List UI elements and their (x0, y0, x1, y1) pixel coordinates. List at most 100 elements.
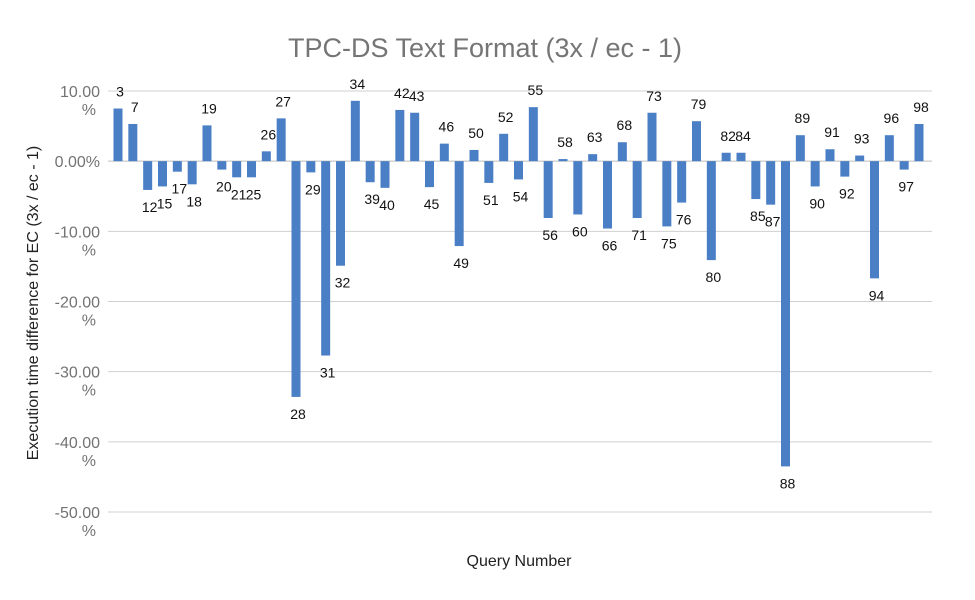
data-label: 98 (913, 99, 929, 115)
data-label: 28 (290, 406, 306, 422)
bar-query-68 (617, 142, 627, 162)
data-label: 12 (142, 199, 158, 215)
data-label: 87 (765, 214, 781, 230)
y-tick-label: 0.00% (55, 154, 100, 171)
bar-query-45 (425, 161, 434, 188)
y-axis-ticks: 10.00 % 0.00% -10.00 % -20.00 % -30.00 % -40.00 % -… (55, 84, 100, 540)
data-label: 52 (498, 109, 514, 125)
bar-query-25 (247, 161, 256, 178)
bar-query-32 (336, 161, 345, 266)
bar-query-15 (158, 161, 167, 187)
data-label: 60 (572, 223, 588, 239)
bar-query-90 (810, 161, 820, 187)
data-label: 34 (350, 76, 366, 92)
bar-query-26 (261, 151, 271, 162)
data-label: 17 (172, 181, 188, 197)
bar-query-39 (365, 161, 375, 183)
bar-query-60 (573, 161, 583, 215)
bar-query-96 (884, 135, 894, 162)
bar-query-46 (439, 143, 449, 162)
data-label: 93 (854, 131, 870, 147)
data-label: 49 (453, 255, 469, 271)
data-label: 18 (186, 193, 202, 209)
data-label: 21 (231, 186, 247, 202)
data-label: 80 (706, 269, 722, 285)
data-label: 88 (780, 475, 796, 491)
bar-query-79 (692, 121, 701, 162)
data-label: 7 (131, 99, 139, 115)
bar-query-27 (276, 118, 286, 162)
data-label: 15 (157, 195, 173, 211)
bar-query-92 (840, 161, 850, 177)
bar-query-87 (766, 161, 776, 205)
data-label: 45 (424, 196, 440, 212)
data-label: 82 (720, 128, 736, 144)
data-label: 90 (809, 195, 825, 211)
data-label: 85 (750, 208, 766, 224)
bar-query-18 (187, 161, 197, 185)
bar-query-63 (588, 154, 598, 162)
data-label: 43 (409, 88, 425, 104)
data-label: 89 (795, 110, 811, 126)
data-label: 97 (898, 179, 914, 195)
bar-query-54 (514, 161, 523, 180)
data-label: 29 (305, 181, 321, 197)
data-label: 50 (468, 125, 484, 141)
bar-query-82 (721, 152, 731, 162)
bar-query-28 (291, 161, 301, 397)
data-label: 96 (884, 110, 900, 126)
bar-query-34 (350, 100, 360, 162)
data-label: 51 (483, 192, 499, 208)
data-label: 32 (335, 275, 351, 291)
y-tick-label: -30.00% (55, 365, 100, 400)
chart-title: TPC-DS Text Format (3x / ec - 1) (288, 33, 682, 63)
bar-query-88 (781, 161, 790, 467)
bar-query-19 (202, 125, 212, 162)
bar-query-56 (543, 161, 553, 218)
data-label: 91 (824, 124, 840, 140)
data-label: 3 (116, 84, 124, 100)
data-label: 79 (691, 96, 707, 112)
bar-query-93 (855, 155, 865, 162)
data-label: 46 (439, 119, 455, 135)
bar-query-66 (603, 161, 612, 229)
bar-query-7 (128, 123, 138, 162)
bar-query-12 (143, 161, 153, 190)
data-label: 58 (557, 134, 573, 150)
bar-query-94 (870, 161, 879, 279)
bar-query-52 (499, 133, 509, 162)
bar-query-50 (469, 149, 479, 162)
bar-query-40 (380, 161, 390, 188)
data-label: 75 (661, 235, 677, 251)
y-tick-label: -20.00% (55, 295, 100, 330)
y-axis-title: Execution time difference for EC (3x / e… (25, 146, 42, 461)
data-label: 40 (379, 197, 395, 213)
bar-query-17 (172, 161, 182, 172)
bar-query-71 (632, 161, 642, 218)
y-tick-label: -50.00% (55, 505, 100, 540)
bar-query-21 (232, 161, 242, 178)
bar-query-91 (825, 149, 835, 162)
data-label: 27 (275, 93, 291, 109)
bar-query-43 (410, 112, 420, 162)
data-label: 84 (735, 128, 751, 144)
bar-query-76 (677, 161, 687, 203)
bar-query-80 (706, 161, 716, 261)
bar-query-84 (736, 152, 746, 162)
data-label: 63 (587, 129, 603, 145)
bars (113, 100, 924, 467)
bar-query-55 (528, 107, 538, 162)
bar-query-58 (558, 159, 568, 162)
bar-query-85 (751, 161, 761, 200)
data-label: 42 (394, 85, 410, 101)
bar-query-51 (484, 161, 494, 183)
data-label: 39 (364, 191, 380, 207)
data-label: 54 (513, 188, 529, 204)
bar-query-49 (454, 161, 464, 247)
data-label: 56 (542, 227, 558, 243)
bar-query-73 (647, 112, 657, 162)
bar-query-31 (321, 161, 331, 356)
y-tick-label: 10.00% (60, 84, 100, 119)
